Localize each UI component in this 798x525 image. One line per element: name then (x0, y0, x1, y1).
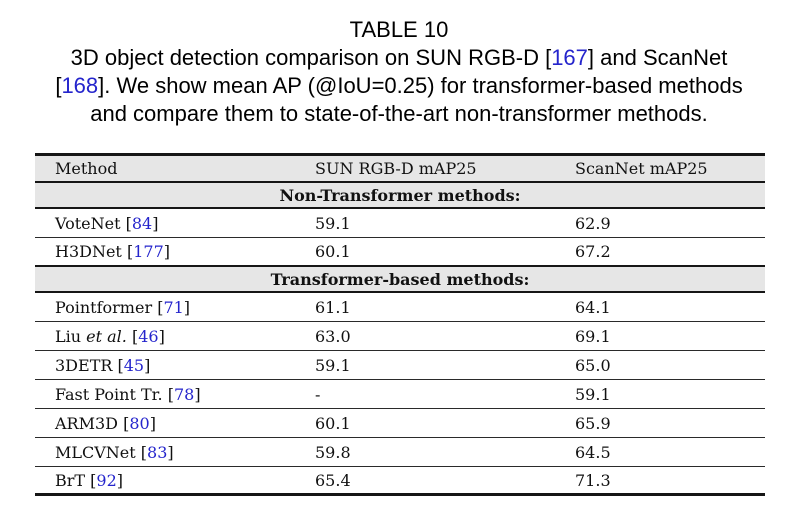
scannet-value: 71.3 (575, 470, 611, 490)
scannet-value: 64.1 (575, 297, 611, 317)
sun-rgbd-value: - (315, 384, 321, 404)
caption-text: ] and ScanNet (587, 45, 728, 70)
scannet-value: 59.1 (575, 384, 611, 404)
scannet-value: 62.9 (575, 213, 611, 233)
caption-line-3: [168]. We show mean AP (@IoU=0.25) for t… (0, 72, 798, 100)
table-row: 3DETR [45] 59.1 65.0 (35, 351, 765, 380)
bracket-close: ] (183, 297, 191, 317)
sun-rgbd-value: 63.0 (315, 326, 351, 346)
caption-text: [ (55, 73, 62, 98)
table-label: TABLE 10 (349, 17, 449, 42)
method-cell: MLCVNet [83] (35, 443, 315, 462)
bracket-close: ] (163, 242, 170, 261)
method-name: Pointformer (55, 297, 158, 317)
citation-link[interactable]: 78 (173, 384, 195, 404)
method-cell: VoteNet [84] (35, 214, 315, 233)
bracket-open: [ (131, 326, 139, 346)
bracket-close: ] (116, 470, 124, 490)
results-table: Method SUN RGB-D mAP25 ScanNet mAP25 Non… (35, 153, 765, 496)
method-name-italic: et al. (86, 326, 132, 346)
bracket-open: [ (117, 355, 124, 375)
table-header-row: Method SUN RGB-D mAP25 ScanNet mAP25 (35, 156, 765, 183)
bracket-close: ] (152, 213, 159, 233)
bracket-close: ] (149, 413, 156, 433)
column-header-method: Method (55, 159, 118, 178)
table-row: Pointformer [71] 61.1 64.1 (35, 293, 765, 322)
table-row: Liu et al. [46] 63.0 69.1 (35, 322, 765, 351)
table-row: ARM3D [80] 60.1 65.9 (35, 409, 765, 438)
bracket-close: ] (194, 384, 201, 404)
section-header-non-transformer: Non-Transformer methods: (35, 183, 765, 209)
table-row: Fast Point Tr. [78] - 59.1 (35, 380, 765, 409)
bracket-open: [ (126, 242, 134, 261)
bracket-open: [ (157, 297, 164, 317)
method-name: MLCVNet (55, 442, 141, 462)
caption-text: ]. We show mean AP (@IoU=0.25) for trans… (98, 73, 743, 98)
method-cell: H3DNet [177] (35, 242, 315, 261)
sun-rgbd-value: 60.1 (315, 242, 351, 261)
column-header-scannet: ScanNet mAP25 (575, 159, 708, 178)
scannet-value: 65.9 (575, 413, 611, 433)
sun-rgbd-value: 59.8 (315, 442, 351, 462)
citation-link[interactable]: 45 (123, 355, 145, 375)
bracket-open: [ (90, 470, 97, 490)
citation-link[interactable]: 84 (131, 213, 153, 233)
citation-link[interactable]: 177 (133, 242, 164, 261)
section-header-transformer: Transformer-based methods: (35, 267, 765, 293)
method-cell: Fast Point Tr. [78] (35, 385, 315, 404)
method-cell: ARM3D [80] (35, 414, 315, 433)
citation-link[interactable]: 167 (551, 45, 588, 70)
scannet-value: 64.5 (575, 442, 611, 462)
bracket-close: ] (158, 326, 165, 346)
column-header-sun-rgbd: SUN RGB-D mAP25 (315, 159, 477, 178)
citation-link[interactable]: 80 (129, 413, 150, 433)
bracket-open: [ (125, 213, 132, 233)
method-cell: Pointformer [71] (35, 298, 315, 317)
method-name: Liu (55, 326, 87, 346)
bracket-open: [ (167, 384, 174, 404)
bracket-close: ] (144, 355, 151, 375)
method-cell: BrT [92] (35, 471, 315, 490)
section-title: Non-Transformer methods: (279, 185, 521, 205)
section-title: Transformer-based methods: (270, 269, 530, 289)
bracket-close: ] (167, 442, 174, 462)
bracket-open: [ (123, 413, 130, 433)
method-name: VoteNet (55, 213, 126, 233)
sun-rgbd-value: 60.1 (315, 413, 351, 433)
caption-line-2: 3D object detection comparison on SUN RG… (0, 44, 798, 72)
citation-link[interactable]: 92 (96, 470, 117, 490)
bracket-open: [ (140, 442, 148, 462)
method-name: Fast Point Tr. (55, 384, 168, 404)
caption-text: 3D object detection comparison on SUN RG… (70, 45, 552, 70)
citation-link[interactable]: 71 (163, 297, 184, 317)
method-name: H3DNet (55, 242, 127, 261)
sun-rgbd-value: 65.4 (315, 470, 351, 490)
citation-link[interactable]: 46 (138, 326, 159, 346)
method-name: ARM3D (55, 413, 124, 433)
citation-link[interactable]: 168 (61, 73, 99, 98)
table-row: H3DNet [177] 60.1 67.2 (35, 238, 765, 267)
method-name: BrT (55, 470, 91, 490)
table-caption: TABLE 10 3D object detection comparison … (0, 16, 798, 128)
scannet-value: 69.1 (575, 326, 611, 346)
caption-line-4: and compare them to state-of-the-art non… (90, 101, 708, 126)
method-cell: 3DETR [45] (35, 356, 315, 375)
sun-rgbd-value: 59.1 (315, 213, 351, 233)
table-row: BrT [92] 65.4 71.3 (35, 467, 765, 496)
method-name: 3DETR (55, 355, 118, 375)
citation-link[interactable]: 83 (147, 442, 168, 462)
scannet-value: 67.2 (575, 242, 611, 261)
sun-rgbd-value: 61.1 (315, 297, 351, 317)
table-row: MLCVNet [83] 59.8 64.5 (35, 438, 765, 467)
scannet-value: 65.0 (575, 355, 611, 375)
sun-rgbd-value: 59.1 (315, 355, 351, 375)
method-cell: Liu et al. [46] (35, 327, 315, 346)
table-row: VoteNet [84] 59.1 62.9 (35, 209, 765, 238)
